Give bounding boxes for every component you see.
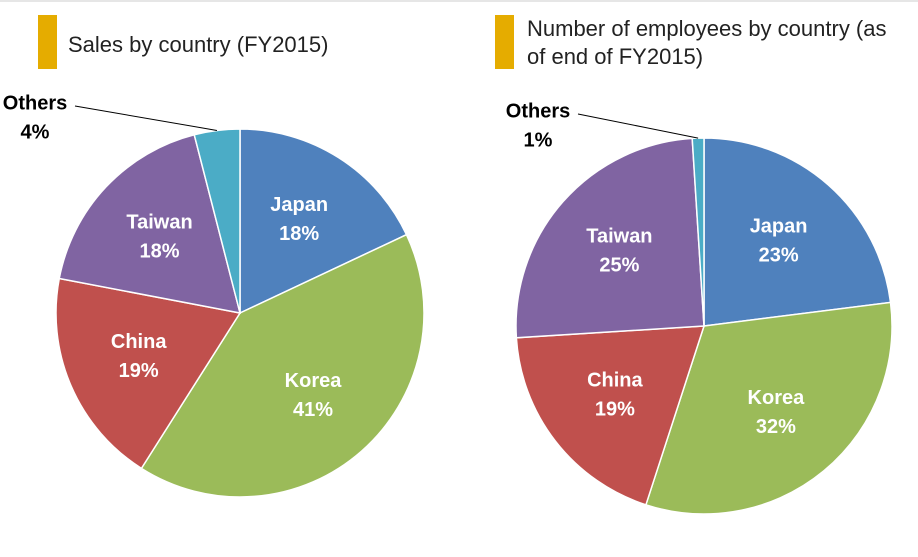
value-label: 19% bbox=[595, 398, 635, 420]
slice-label: Korea bbox=[285, 370, 343, 392]
value-label: 23% bbox=[759, 245, 799, 267]
pie-slice bbox=[703, 137, 892, 327]
value-label: 18% bbox=[140, 241, 180, 263]
value-label: 32% bbox=[756, 416, 796, 438]
slice-label: China bbox=[111, 331, 167, 353]
chart-title: Number of employees by country (as of en… bbox=[527, 16, 887, 69]
pie-slice bbox=[193, 128, 241, 314]
slice-label: Others bbox=[506, 100, 570, 122]
value-label: 18% bbox=[279, 223, 319, 245]
slice-label: Japan bbox=[750, 216, 808, 238]
slice-label: Taiwan bbox=[126, 212, 192, 234]
leader-line bbox=[74, 105, 218, 131]
pie-slice bbox=[644, 301, 893, 515]
title-marker bbox=[38, 15, 57, 69]
chart-title: Sales by country (FY2015) bbox=[68, 32, 329, 57]
leader-line bbox=[577, 113, 699, 139]
value-label: 4% bbox=[21, 121, 50, 143]
pie-slice bbox=[58, 133, 242, 314]
slice-label: Others bbox=[3, 92, 67, 114]
slice-label: Japan bbox=[270, 194, 328, 216]
pie-slice bbox=[140, 233, 425, 498]
slice-label: Taiwan bbox=[586, 226, 652, 248]
pie-slice bbox=[515, 325, 706, 506]
title-marker bbox=[495, 15, 514, 69]
value-label: 19% bbox=[119, 360, 159, 382]
slice-label: Korea bbox=[748, 387, 806, 409]
slice-label: China bbox=[587, 369, 643, 391]
pie-slice bbox=[239, 128, 408, 315]
pie-slice bbox=[55, 277, 242, 470]
pie-slice bbox=[515, 137, 705, 339]
value-label: 1% bbox=[524, 129, 553, 151]
value-label: 41% bbox=[293, 399, 333, 421]
value-label: 25% bbox=[599, 255, 639, 277]
